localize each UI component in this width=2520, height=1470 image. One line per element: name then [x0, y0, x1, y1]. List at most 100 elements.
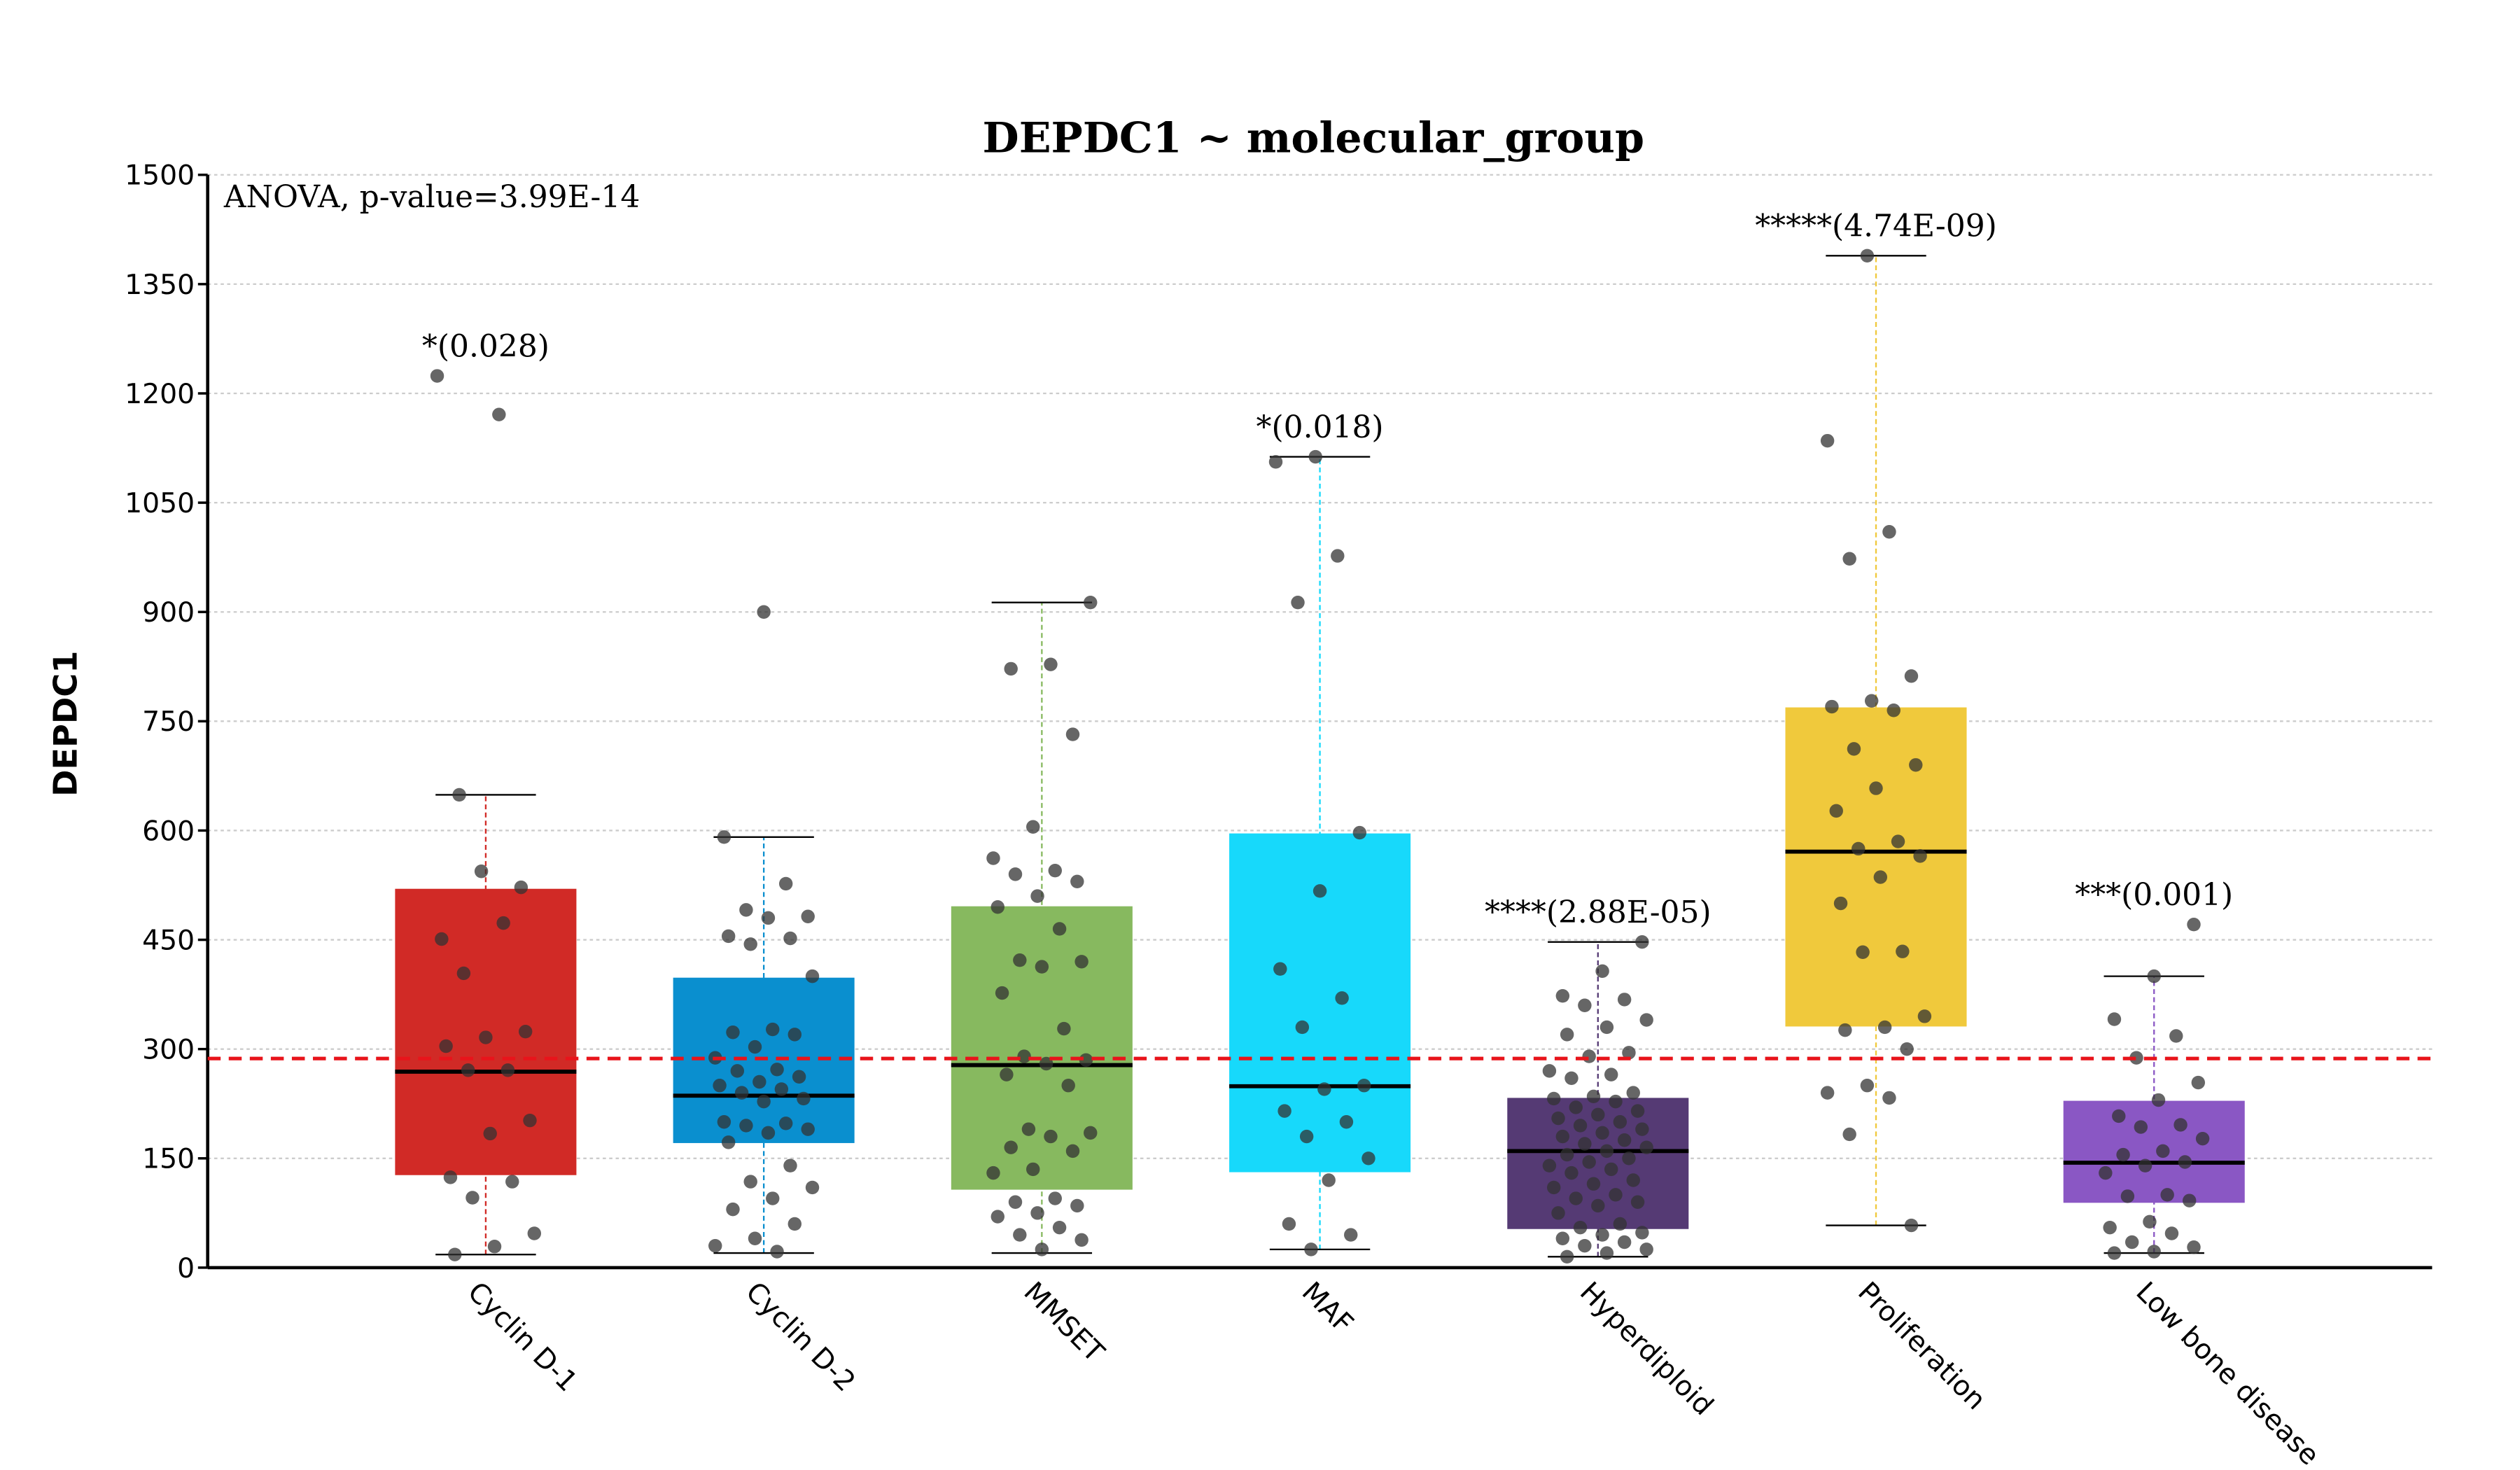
data-point	[2147, 969, 2161, 983]
data-point	[1586, 1089, 1601, 1104]
data-point	[717, 830, 732, 844]
data-point	[479, 1030, 493, 1044]
data-point	[1591, 1198, 1605, 1213]
data-point	[1555, 988, 1570, 1003]
data-point	[1635, 934, 1649, 949]
data-point	[1551, 1111, 1565, 1126]
data-point	[783, 931, 797, 946]
data-point	[766, 1022, 780, 1037]
data-point	[1891, 834, 1905, 848]
data-point	[1833, 896, 1848, 911]
data-point	[474, 864, 489, 878]
data-point	[1904, 669, 1919, 683]
data-point	[1613, 1217, 1628, 1231]
data-point	[805, 969, 820, 983]
data-point	[1609, 1188, 1623, 1202]
data-point	[2178, 1155, 2192, 1169]
data-point	[1622, 1152, 1636, 1166]
data-point	[1856, 945, 1870, 959]
data-point	[1317, 1082, 1331, 1096]
data-point	[1560, 1147, 1574, 1162]
data-point	[1299, 1129, 1314, 1144]
data-point	[1555, 1231, 1570, 1245]
data-point	[1013, 953, 1027, 967]
data-point	[1617, 1235, 1632, 1250]
data-point	[1013, 1228, 1027, 1242]
data-point	[1639, 1242, 1653, 1256]
data-point	[1900, 1042, 1914, 1056]
data-point	[743, 937, 757, 951]
data-point	[990, 1210, 1004, 1224]
data-point	[1000, 1068, 1014, 1082]
data-point	[435, 932, 449, 946]
data-point	[1869, 781, 1883, 795]
data-point	[1004, 662, 1018, 676]
data-point	[1842, 552, 1856, 566]
data-point	[1635, 1226, 1649, 1240]
data-point	[1084, 595, 1098, 610]
data-point	[1004, 1140, 1018, 1154]
data-point	[788, 1028, 802, 1042]
data-point	[788, 1217, 802, 1231]
data-point	[2143, 1214, 2157, 1229]
data-point	[986, 1166, 1000, 1180]
data-point	[1344, 1228, 1358, 1242]
data-point	[505, 1175, 519, 1189]
y-tick-label: 450	[142, 925, 195, 956]
data-point	[1079, 1053, 1093, 1068]
data-point	[456, 966, 471, 981]
data-point	[1308, 449, 1322, 464]
data-point	[797, 1091, 811, 1106]
data-point	[1362, 1152, 1376, 1166]
data-point	[1573, 1220, 1588, 1235]
data-point	[757, 1094, 771, 1109]
y-tick-label: 900	[142, 597, 195, 629]
data-point	[1084, 1126, 1098, 1140]
data-point	[1913, 849, 1927, 863]
data-point	[783, 1158, 797, 1172]
significance-label: *****(4.74E-09)	[1755, 209, 1997, 244]
data-point	[1560, 1250, 1574, 1264]
data-point	[761, 911, 776, 925]
data-point	[1564, 1166, 1578, 1180]
data-point	[2147, 1245, 2161, 1259]
data-point	[1578, 1137, 1592, 1151]
significance-label: ****(2.88E-05)	[1485, 895, 1712, 930]
data-point	[2182, 1194, 2197, 1208]
data-point	[2107, 1012, 2122, 1026]
data-point	[801, 1122, 815, 1136]
data-point	[805, 1180, 820, 1195]
data-point	[1070, 874, 1084, 889]
data-point	[1052, 922, 1067, 936]
data-point	[496, 916, 510, 930]
data-point	[708, 1238, 722, 1253]
y-tick-label: 1200	[125, 379, 195, 410]
data-point	[523, 1113, 537, 1128]
data-point	[1048, 863, 1062, 878]
data-point	[1331, 549, 1345, 563]
x-tick-label: MAF	[1296, 1276, 1359, 1340]
data-point	[1595, 964, 1609, 979]
x-tick-label: Hyperdiploid	[1574, 1276, 1719, 1422]
data-point	[1600, 1246, 1614, 1260]
data-point	[730, 1064, 745, 1078]
data-point	[500, 1063, 515, 1077]
y-tick-label: 0	[177, 1253, 195, 1284]
data-point	[774, 1082, 789, 1096]
data-point	[1070, 1198, 1084, 1213]
chart-title: DEPDC1 ~ molecular_group	[983, 113, 1645, 162]
data-point	[1626, 1086, 1640, 1100]
data-point	[1048, 1191, 1062, 1205]
data-point	[1304, 1242, 1318, 1256]
data-point	[761, 1126, 776, 1140]
significance-label: *(0.018)	[1256, 410, 1384, 445]
data-point	[1820, 1086, 1835, 1100]
data-point	[1851, 841, 1865, 856]
data-point	[1273, 962, 1287, 976]
data-point	[2151, 1093, 2166, 1107]
data-point	[1820, 433, 1835, 448]
data-point	[2107, 1246, 2122, 1260]
data-point	[990, 900, 1004, 914]
data-point	[1035, 1242, 1049, 1256]
x-tick-label: Cyclin D-2	[739, 1276, 861, 1398]
